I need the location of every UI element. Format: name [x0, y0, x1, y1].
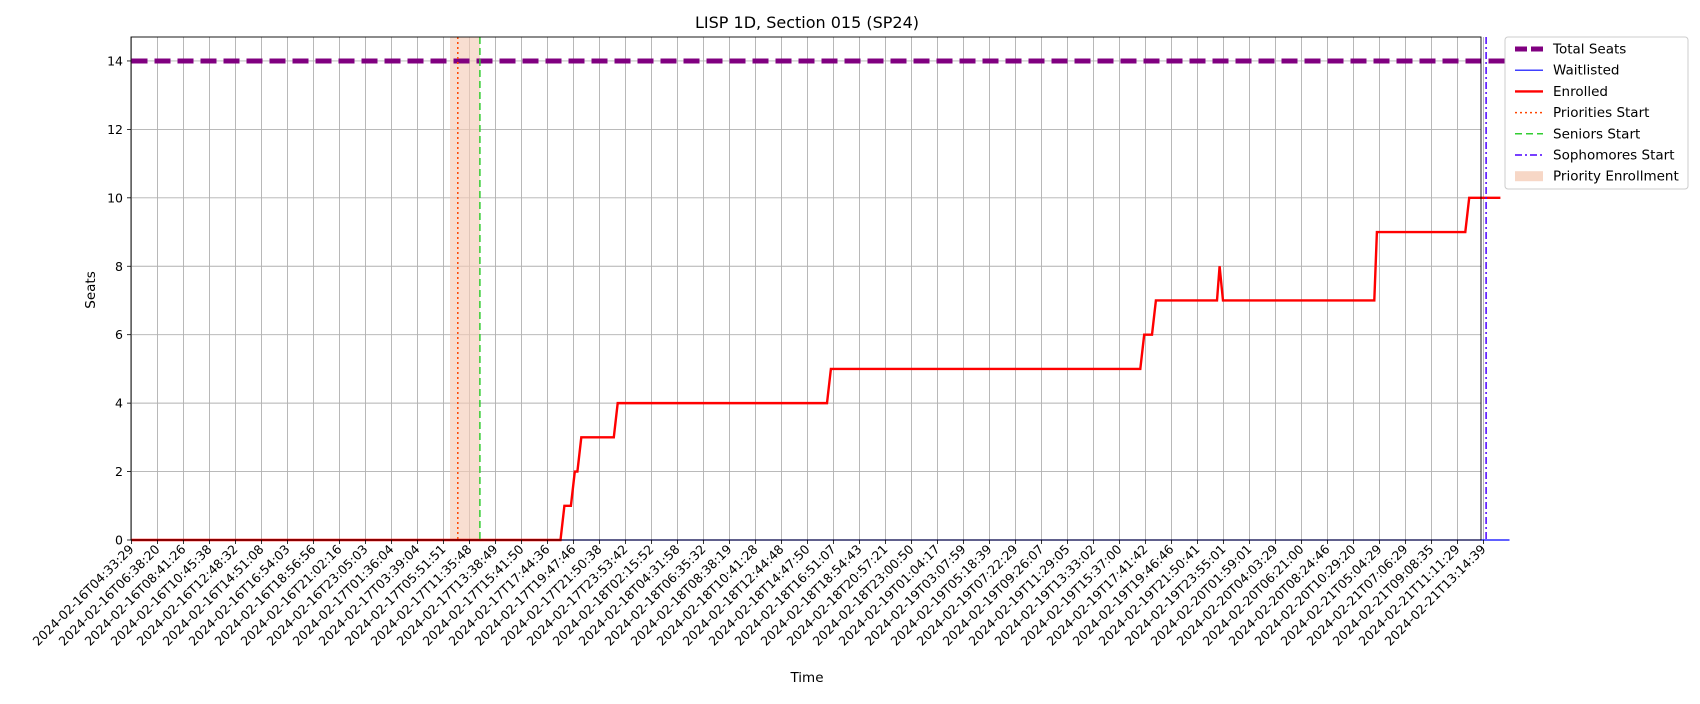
- priority-enrollment-span: [450, 37, 480, 540]
- legend-box: [1504, 36, 1689, 190]
- span-layer: [450, 37, 480, 540]
- legend: Total Seats Waitlisted Enrolled Priorities …: [1504, 36, 1689, 190]
- legend-label: Waitlisted: [1553, 63, 1620, 79]
- legend-label: Total Seats: [1552, 42, 1626, 58]
- legend-swatch: [1515, 171, 1543, 182]
- legend-item: Waitlisted: [1515, 63, 1620, 79]
- plot-frame: [130, 36, 1482, 541]
- legend-item: Total Seats: [1515, 42, 1626, 58]
- y-tick-label: 6: [115, 327, 123, 342]
- legend-label: Sophomores Start: [1553, 148, 1675, 164]
- legend-label: Enrolled: [1553, 84, 1608, 100]
- y-tick-label: 8: [115, 259, 123, 274]
- series-layer: [131, 58, 1510, 542]
- legend-item: Seniors Start: [1515, 126, 1640, 142]
- legend-item: Enrolled: [1515, 84, 1608, 100]
- legend-label: Priorities Start: [1553, 105, 1649, 121]
- legend-item: Priority Enrollment: [1515, 169, 1679, 185]
- x-axis-title: Time: [789, 670, 823, 686]
- y-tick-label: 12: [107, 122, 123, 137]
- tick-layer: 2024-02-16T04:33:292024-02-16T06:38:2020…: [30, 53, 1489, 648]
- legend-item: Priorities Start: [1515, 105, 1649, 121]
- grid-layer: [131, 37, 1484, 541]
- y-axis-title: Seats: [83, 271, 99, 308]
- y-tick-label: 14: [107, 53, 123, 68]
- chart-title: LISP 1D, Section 015 (SP24): [695, 13, 919, 32]
- marker-layer: [457, 37, 1487, 540]
- legend-label: Seniors Start: [1553, 126, 1640, 142]
- axes-layer: [130, 36, 1482, 541]
- y-tick-label: 2: [115, 464, 123, 479]
- y-tick-label: 0: [115, 533, 123, 548]
- y-tick-label: 4: [115, 396, 123, 411]
- legend-item: Sophomores Start: [1515, 148, 1675, 164]
- y-tick-label: 10: [107, 190, 123, 205]
- legend-label: Priority Enrollment: [1553, 169, 1679, 185]
- series-line-enrolled: [131, 196, 1501, 542]
